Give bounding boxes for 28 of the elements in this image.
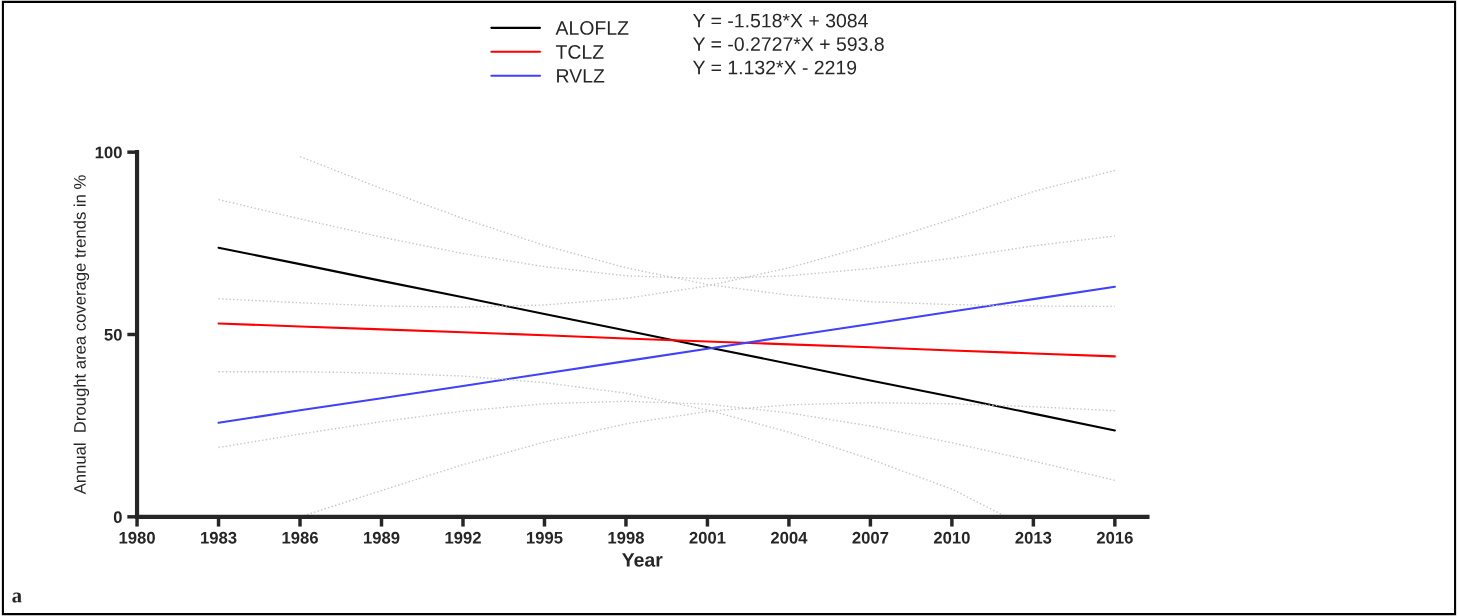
x-tick-label: 2007 [852,531,889,544]
x-tick-label: 1998 [608,531,644,544]
x-tick-label: 2010 [933,531,970,544]
y-tick-label: 100 [95,146,122,159]
line-series [217,322,1116,358]
line-series [217,285,1116,424]
x-tick-label: 1983 [201,531,237,544]
text: Y = -1.518*X + 3084 [692,13,868,28]
y-tick-label: 0 [113,511,122,524]
legend-label: ALOFLZ [555,21,629,35]
legend-label: RVLZ [557,69,605,83]
y-tick-label: 50 [104,328,122,341]
x-tick-label: 1992 [445,531,481,544]
text: a [12,592,22,603]
text: Y = -0.2727*X + 593.8 [692,37,884,51]
legend-label: TCLZ [555,45,604,59]
y-axis-title: Annual Drought area coverage trends in % [73,175,90,495]
x-tick-label: 1989 [364,531,400,544]
x-axis-title: Year [622,553,663,567]
line-series [217,246,1116,432]
x-tick-label: 1980 [119,531,155,544]
x-tick-label: 2016 [1096,531,1133,544]
x-tick-label: 2004 [770,531,808,544]
text: Y = 1.132*X - 2219 [692,60,857,75]
x-tick-label: 1986 [282,531,318,544]
x-tick-label: 1995 [526,531,563,544]
x-tick-label: 2001 [689,531,726,544]
x-tick-label: 2013 [1015,531,1052,544]
